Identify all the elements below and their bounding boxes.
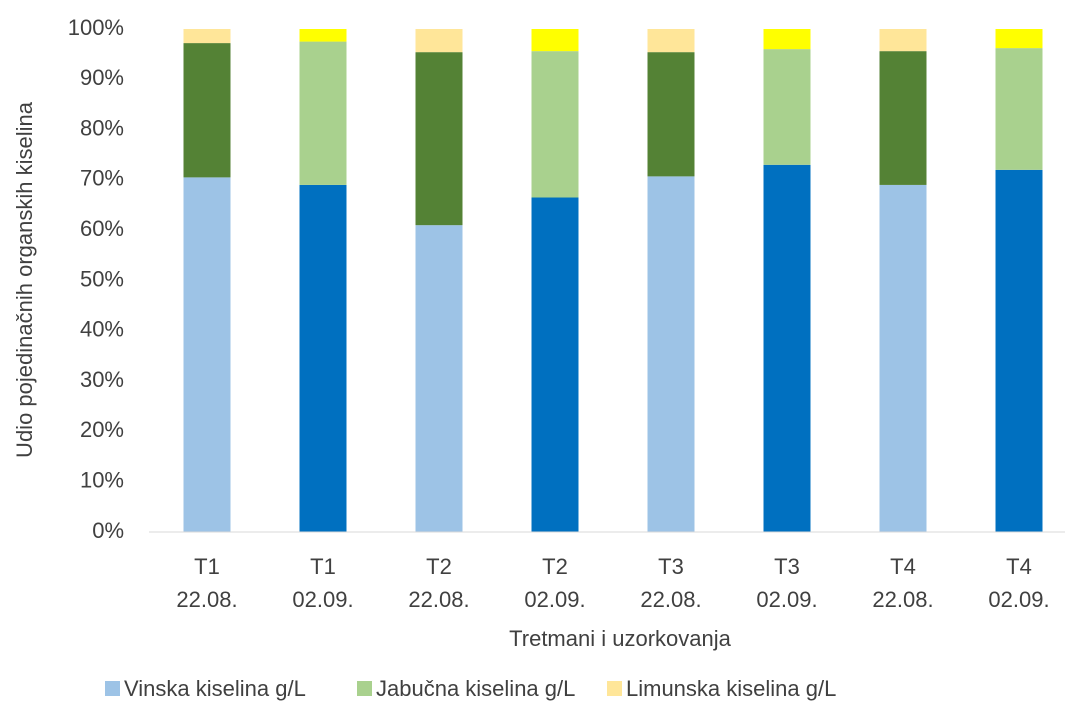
bar-segment — [763, 164, 811, 532]
bar-segment — [183, 177, 231, 532]
y-tick-label: 100% — [68, 15, 124, 40]
x-tick-label: 22.08. — [176, 587, 237, 612]
bar-segment — [183, 43, 231, 178]
y-tick-label: 40% — [80, 317, 124, 342]
y-tick-label: 0% — [92, 518, 124, 543]
bar-segment — [299, 41, 347, 185]
x-tick-label: 02.09. — [988, 587, 1049, 612]
y-tick-label: 60% — [80, 216, 124, 241]
x-tick-label: 22.08. — [640, 587, 701, 612]
bar-segment — [995, 48, 1043, 170]
x-tick-label: 02.09. — [292, 587, 353, 612]
x-tick-label: T2 — [542, 554, 568, 579]
legend-label: Vinska kiselina g/L — [124, 676, 306, 701]
bar-segment — [531, 29, 579, 52]
y-tick-label: 20% — [80, 417, 124, 442]
x-tick-label: 02.09. — [524, 587, 585, 612]
bar-segment — [647, 52, 695, 177]
bar-segment — [763, 49, 811, 165]
y-tick-label: 80% — [80, 115, 124, 140]
bar-segment — [299, 184, 347, 532]
x-tick-label: T1 — [194, 554, 220, 579]
bar-segment — [299, 29, 347, 42]
x-tick-label: T4 — [1006, 554, 1032, 579]
y-tick-label: 90% — [80, 65, 124, 90]
bar-segment — [879, 29, 927, 52]
bar-segment — [183, 29, 231, 44]
legend-label: Jabučna kiselina g/L — [376, 676, 575, 701]
bar-segment — [647, 29, 695, 53]
x-tick-label: T1 — [310, 554, 336, 579]
bar-segment — [531, 197, 579, 532]
bar-segment — [647, 176, 695, 532]
legend-swatch — [357, 681, 372, 696]
x-tick-label: 22.08. — [408, 587, 469, 612]
y-tick-label: 50% — [80, 266, 124, 291]
x-tick-label: 22.08. — [872, 587, 933, 612]
bar-segment — [531, 51, 579, 198]
bar-segment — [763, 29, 811, 50]
y-tick-label: 70% — [80, 166, 124, 191]
x-tick-label: T3 — [658, 554, 684, 579]
bar-segment — [415, 52, 463, 226]
x-tick-label: T4 — [890, 554, 916, 579]
y-axis-title: Udio pojedinačnih organskih kiselina — [12, 101, 37, 458]
x-axis-title: Tretmani i uzorkovanja — [509, 626, 731, 651]
x-tick-label: 02.09. — [756, 587, 817, 612]
legend-swatch — [105, 681, 120, 696]
bar-segment — [879, 184, 927, 532]
y-tick-label: 30% — [80, 367, 124, 392]
bar-segment — [995, 169, 1043, 532]
bar-segment — [415, 29, 463, 53]
legend-swatch — [607, 681, 622, 696]
bar-segment — [879, 51, 927, 185]
legend-label: Limunska kiselina g/L — [626, 676, 836, 701]
x-tick-label: T2 — [426, 554, 452, 579]
bar-segment — [995, 29, 1043, 49]
x-tick-label: T3 — [774, 554, 800, 579]
bar-segment — [415, 225, 463, 533]
y-tick-label: 10% — [80, 468, 124, 493]
